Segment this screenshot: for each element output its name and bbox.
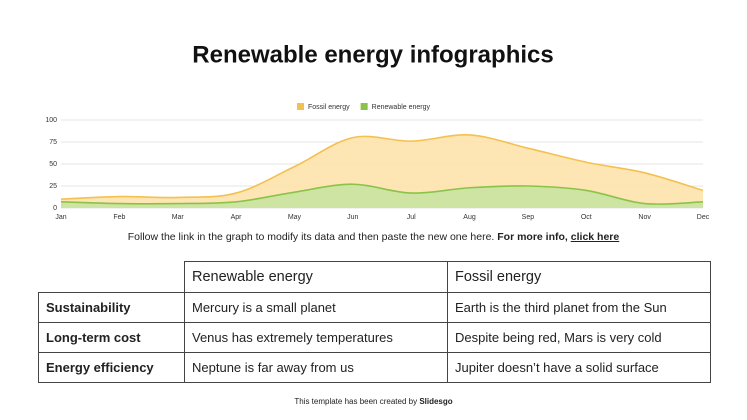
y-tick-label: 25 xyxy=(49,183,57,190)
table-header: Renewable energy xyxy=(184,261,448,293)
y-tick-label: 0 xyxy=(53,205,57,212)
table-cell: Earth is the third planet from the Sun xyxy=(447,292,711,323)
x-tick-label: Jun xyxy=(347,214,358,221)
x-tick-label: Jan xyxy=(55,214,66,221)
row-header: Energy efficiency xyxy=(38,352,185,383)
table-header: Fossil energy xyxy=(447,261,711,293)
line xyxy=(60,134,704,200)
x-tick-label: Feb xyxy=(113,214,125,221)
line xyxy=(60,183,704,205)
legend-label: Fossil energy xyxy=(308,104,350,111)
table-cell: Jupiter doesn’t have a solid surface xyxy=(447,352,711,383)
caption-link[interactable]: click here xyxy=(570,231,620,243)
x-tick-label: Apr xyxy=(231,214,243,221)
chart: Renewable energy infographics 0 25 50 75 100… xyxy=(45,41,710,221)
x-tick-label: Sep xyxy=(522,214,535,221)
area xyxy=(61,184,703,208)
caption-more: For more info, xyxy=(497,231,568,243)
footer: This template has been created by Slides… xyxy=(0,397,747,406)
table-corner xyxy=(38,261,185,293)
footer-text: This template has been created by xyxy=(294,397,418,406)
row-header: Long-term cost xyxy=(38,322,185,353)
table-cell: Despite being red, Mars is very cold xyxy=(447,322,711,353)
x-tick-label: Aug xyxy=(463,214,476,221)
table-cell: Neptune is far away from us xyxy=(184,352,448,383)
legend-swatch xyxy=(360,103,368,110)
x-tick-label: Mar xyxy=(172,214,185,221)
comparison-table: Renewable energy Fossil energy Sustainabi… xyxy=(38,261,711,383)
caption-text: Follow the link in the graph to modify i… xyxy=(127,231,495,243)
x-tick-label: May xyxy=(288,214,302,221)
caption: Follow the link in the graph to modify i… xyxy=(0,231,747,243)
legend-label: Renewable energy xyxy=(372,104,431,111)
chart-title: Renewable energy infographics xyxy=(192,41,553,68)
row-header: Sustainability xyxy=(38,292,185,323)
x-tick-label: Oct xyxy=(581,214,592,221)
x-tick-label: Dec xyxy=(697,214,710,221)
legend-swatch xyxy=(297,103,304,110)
y-tick-label: 75 xyxy=(49,139,57,146)
table-cell: Mercury is a small planet xyxy=(184,292,448,323)
x-tick-label: Jul xyxy=(407,214,416,221)
footer-brand: Slidesgo xyxy=(419,397,453,406)
x-tick-label: Nov xyxy=(638,214,651,221)
y-tick-label: 100 xyxy=(45,117,57,124)
table-cell: Venus has extremely temperatures xyxy=(184,322,448,353)
y-tick-label: 50 xyxy=(49,161,57,168)
